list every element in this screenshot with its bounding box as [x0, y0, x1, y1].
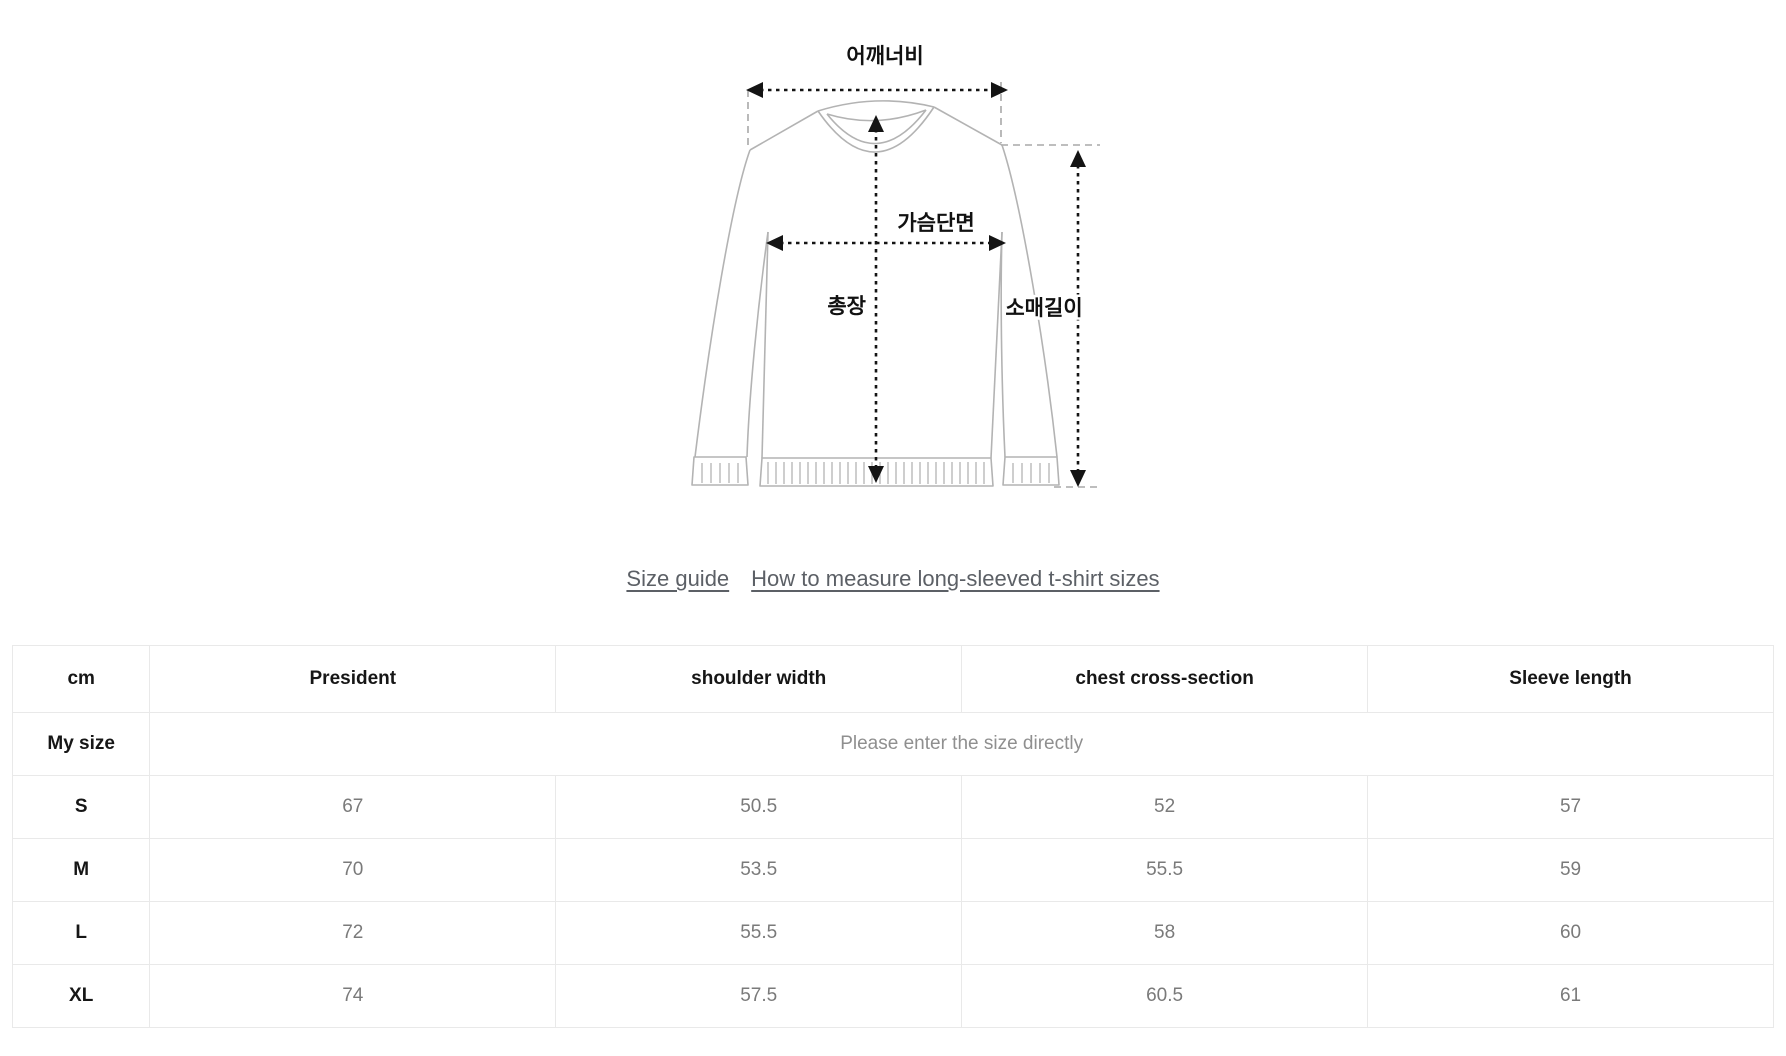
col-header-sleeve: Sleeve length [1367, 645, 1774, 713]
cell-length: 67 [149, 775, 557, 839]
table-row-m: M 70 53.5 55.5 59 [11, 838, 1774, 902]
cell-shoulder: 55.5 [555, 901, 963, 965]
cuff-ribbing [701, 463, 1050, 483]
total-length-arrow [868, 115, 884, 483]
header-row: cm President shoulder width chest cross-… [11, 645, 1774, 713]
cell-shoulder: 50.5 [555, 775, 963, 839]
guide-links: Size guide How to measure long-sleeved t… [0, 566, 1786, 592]
size-guide-link[interactable]: Size guide [626, 566, 730, 591]
cell-sleeve: 57 [1367, 775, 1774, 839]
chest-label: 가슴단면 [897, 212, 974, 235]
unit-header-cell: cm [11, 645, 151, 713]
size-label: L [11, 901, 151, 965]
garment-diagram-svg: 어깨너비 가슴단면 총장 소매길이 [691, 43, 1102, 488]
cell-chest: 58 [961, 901, 1369, 965]
sleeve-length-arrow [1070, 150, 1086, 487]
my-size-row: My size Please enter the size directly [11, 712, 1774, 776]
size-label: S [11, 775, 151, 839]
col-header-chest: chest cross-section [961, 645, 1369, 713]
sleeve-length-label: 소매길이 [1005, 297, 1082, 320]
size-label: M [11, 838, 151, 902]
cell-chest: 60.5 [961, 964, 1369, 1028]
chest-width-arrow [766, 235, 1006, 251]
table-row-xl: XL 74 57.5 60.5 61 [11, 964, 1774, 1028]
col-header-shoulder: shoulder width [555, 645, 963, 713]
size-table: cm President shoulder width chest cross-… [11, 645, 1774, 1028]
table-row-l: L 72 55.5 58 60 [11, 901, 1774, 965]
cell-sleeve: 60 [1367, 901, 1774, 965]
cell-length: 74 [149, 964, 557, 1028]
cell-sleeve: 61 [1367, 964, 1774, 1028]
shoulder-width-arrow [746, 82, 1008, 98]
cell-shoulder: 53.5 [555, 838, 963, 902]
total-length-label: 총장 [827, 295, 866, 318]
shoulder-width-label: 어깨너비 [846, 45, 923, 68]
size-measurement-diagram: 어깨너비 가슴단면 총장 소매길이 [650, 25, 1110, 520]
cell-sleeve: 59 [1367, 838, 1774, 902]
size-label: XL [11, 964, 151, 1028]
cell-chest: 52 [961, 775, 1369, 839]
table-row-s: S 67 50.5 52 57 [11, 775, 1774, 839]
hem-ribbing [767, 462, 985, 484]
col-header-length: President [149, 645, 557, 713]
cell-chest: 55.5 [961, 838, 1369, 902]
how-to-measure-link[interactable]: How to measure long-sleeved t-shirt size… [751, 566, 1160, 591]
cell-length: 70 [149, 838, 557, 902]
cell-length: 72 [149, 901, 557, 965]
my-size-input-cell[interactable]: Please enter the size directly [149, 712, 1774, 776]
sweater-outline [691, 100, 1060, 487]
my-size-label: My size [11, 712, 151, 776]
cell-shoulder: 57.5 [555, 964, 963, 1028]
size-table-wrap: cm President shoulder width chest cross-… [11, 645, 1774, 1028]
